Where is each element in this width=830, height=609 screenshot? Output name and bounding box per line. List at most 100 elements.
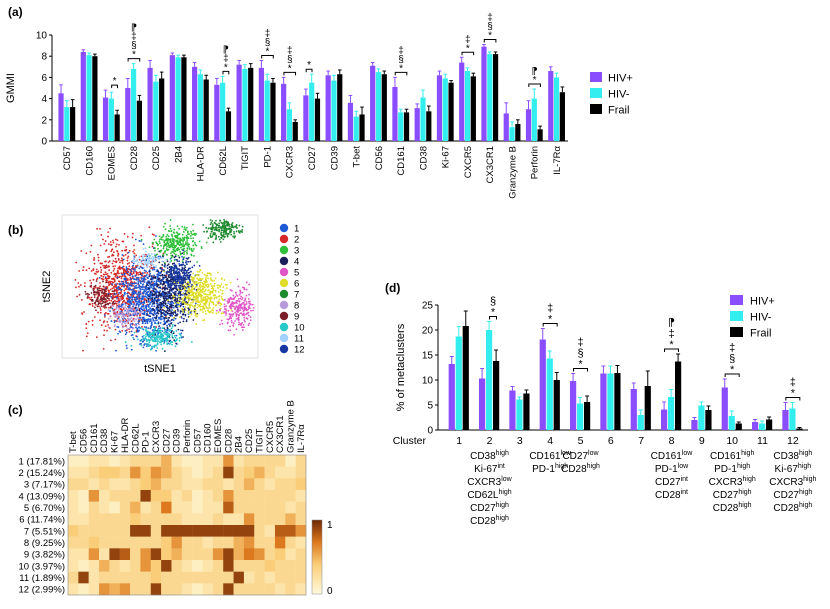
panel-b-point-cluster-6	[191, 301, 194, 304]
panel-b-point-cluster-1	[157, 286, 160, 289]
panel-b-point-cluster-2	[99, 282, 101, 284]
panel-b-point-cluster-4	[185, 293, 188, 296]
panel-c-heatmap-cell	[181, 525, 193, 537]
panel-c-heatmap-cell	[99, 560, 110, 572]
panel-b-point-cluster-10	[156, 338, 159, 341]
panel-b-point-cluster-2	[107, 231, 110, 234]
panel-c-row-label: 9 (3.82%)	[24, 550, 65, 561]
panel-b-point-cluster-8	[119, 304, 121, 306]
panel-b-point-cluster-1	[125, 269, 128, 271]
panel-b-point-cluster-4	[164, 302, 167, 305]
panel-d-descriptor: CXCR3low	[467, 476, 512, 488]
panel-b-point-cluster-1	[119, 288, 122, 291]
panel-b-point-cluster-3	[177, 241, 180, 244]
panel-b-point-cluster-7	[222, 231, 225, 234]
panel-b-point-cluster-2	[96, 271, 99, 273]
panel-b-point-cluster-8	[135, 318, 138, 321]
panel-b-point-cluster-7	[203, 230, 206, 233]
panel-b-legend-dot-4	[279, 256, 289, 266]
panel-b-point-cluster-3	[166, 245, 169, 248]
panel-b-point-cluster-1	[168, 323, 171, 326]
panel-b-point-cluster-1	[127, 288, 130, 291]
panel-b-point-cluster-1	[155, 235, 157, 237]
panel-b-point-cluster-2	[123, 249, 126, 252]
panel-b-point-cluster-6	[181, 307, 184, 310]
panel-b-point-cluster-7	[220, 236, 222, 239]
panel-b-point-cluster-12	[169, 267, 172, 270]
panel-b-point-cluster-2	[117, 293, 120, 296]
panel-b-point-cluster-7	[211, 224, 214, 227]
panel-a-bar-il-7r-frail	[559, 92, 565, 141]
panel-b-point-cluster-4	[175, 314, 178, 317]
panel-b-point-cluster-5	[239, 312, 242, 315]
panel-b-point-cluster-6	[217, 271, 219, 274]
panel-b-point-cluster-1	[136, 327, 139, 330]
panel-b-point-cluster-8	[135, 311, 138, 314]
panel-b-point-cluster-10	[153, 346, 156, 348]
panel-b-point-cluster-6	[188, 303, 191, 306]
panel-b-point-cluster-1	[138, 285, 141, 288]
panel-b-point-cluster-10	[169, 329, 172, 332]
panel-b-point-cluster-7	[228, 225, 231, 228]
panel-b-point-cluster-8	[118, 311, 121, 313]
panel-c-heatmap-cell	[150, 490, 162, 502]
panel-b-point-cluster-1	[131, 299, 134, 302]
panel-b-point-cluster-6	[190, 289, 193, 292]
panel-c-column-label-cd57: CD57	[192, 429, 203, 453]
panel-b-point-cluster-1	[132, 262, 135, 265]
panel-b-point-cluster-6	[176, 301, 179, 304]
panel-b-point-cluster-7	[210, 236, 212, 238]
panel-b-point-cluster-5	[230, 307, 233, 310]
panel-b-point-cluster-8	[132, 319, 134, 322]
panel-d-descriptor: CD27high	[470, 502, 509, 514]
panel-c-heatmap-cell	[192, 525, 203, 537]
panel-b-point-cluster-9	[101, 302, 104, 305]
panel-c-heatmap-cell	[150, 455, 162, 467]
panel-c-heatmap-cell	[88, 583, 100, 596]
panel-a-bar-perforin-hiv	[531, 98, 537, 141]
panel-b-point-cluster-4	[185, 300, 187, 303]
panel-d-bar-cluster-11-hiv	[759, 423, 766, 430]
panel-c-heatmap-cell	[285, 571, 296, 584]
panel-b-point-cluster-4	[173, 339, 176, 342]
panel-c-heatmap-cell	[295, 501, 307, 514]
panel-b-point-cluster-12	[174, 280, 177, 282]
panel-b-point-cluster-4	[157, 270, 159, 273]
panel-b-point-cluster-1	[118, 292, 120, 294]
panel-b-point-cluster-11	[161, 260, 164, 263]
panel-c-colorbar-min-label: 0	[327, 586, 333, 597]
panel-b-point-cluster-1	[116, 325, 119, 328]
panel-b-point-cluster-6	[182, 300, 184, 303]
panel-a-bar-cx3cr1-hiv	[487, 54, 493, 141]
panel-b-point-cluster-2	[115, 243, 118, 246]
panel-c-heatmap-cell	[202, 478, 214, 491]
panel-b-point-cluster-10	[164, 337, 167, 340]
panel-b-point-cluster-8	[126, 321, 129, 324]
panel-b-point-cluster-6	[180, 289, 182, 292]
panel-b-point-cluster-1	[128, 304, 130, 307]
panel-b-point-cluster-4	[184, 292, 187, 295]
panel-c-heatmap-cell	[192, 501, 203, 514]
panel-b-point-cluster-2	[90, 296, 93, 299]
panel-b-point-cluster-2	[132, 272, 135, 275]
panel-b-point-cluster-1	[131, 322, 134, 325]
panel-b-point-cluster-5	[238, 303, 241, 306]
panel-b-point-cluster-2	[131, 236, 134, 239]
panel-b-point-cluster-3	[193, 255, 195, 257]
panel-b-point-cluster-6	[215, 296, 218, 299]
panel-b-point-cluster-2	[114, 338, 117, 341]
panel-d-x-tick-label: 10	[726, 435, 738, 447]
panel-b-point-cluster-9	[108, 302, 111, 305]
panel-b-point-cluster-5	[224, 308, 227, 310]
panel-b-point-cluster-5	[245, 288, 248, 291]
panel-c-column-label-cd62l: CD62L	[130, 423, 141, 453]
panel-b-point-cluster-1	[146, 293, 149, 296]
panel-b-point-cluster-3	[169, 238, 171, 241]
panel-b-point-cluster-3	[188, 233, 190, 235]
panel-a-significance-symbol: §	[398, 54, 404, 65]
panel-b-point-cluster-1	[122, 281, 125, 284]
panel-d-descriptor: CD28high	[773, 502, 812, 514]
panel-b-point-cluster-3	[159, 238, 161, 241]
panel-b-point-cluster-4	[158, 310, 161, 312]
descriptor-marker: CD28	[561, 464, 587, 475]
